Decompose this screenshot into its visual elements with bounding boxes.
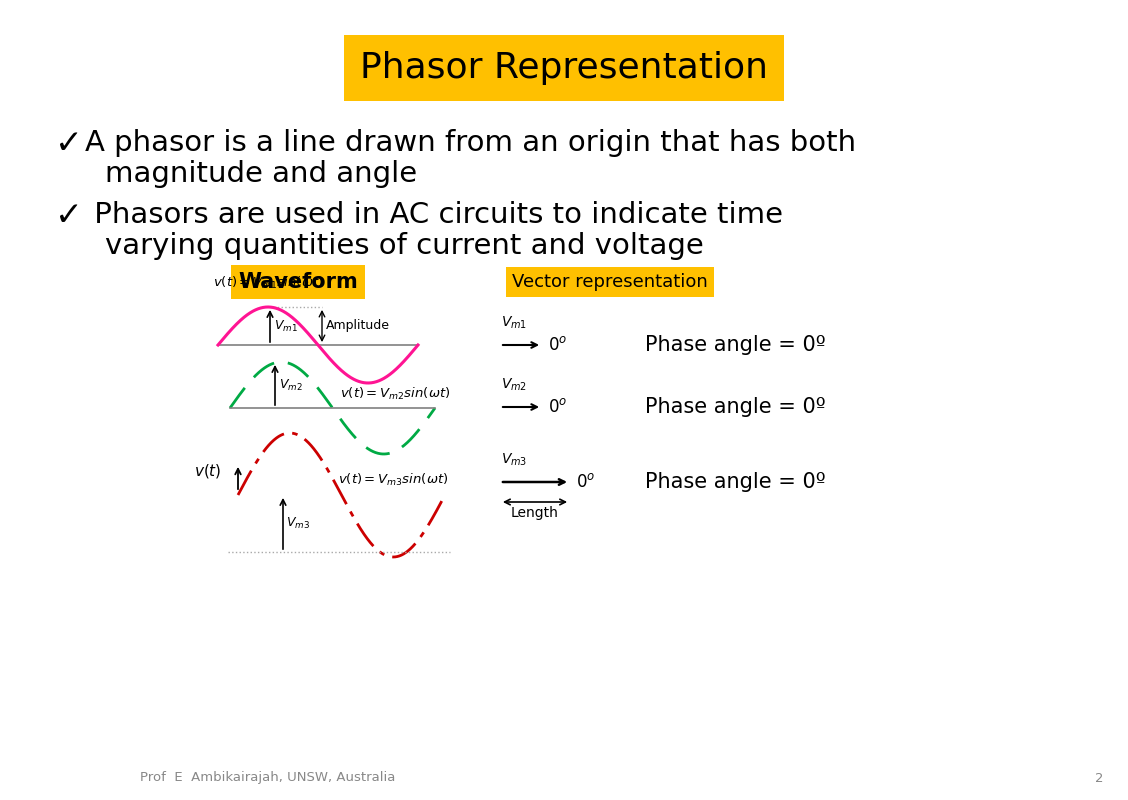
Text: Phase angle = 0º: Phase angle = 0º bbox=[645, 335, 826, 355]
Text: $0^o$: $0^o$ bbox=[548, 336, 567, 354]
Text: $V_{m1}$: $V_{m1}$ bbox=[274, 318, 298, 334]
Text: Phase angle = 0º: Phase angle = 0º bbox=[645, 472, 826, 492]
Text: Phase angle = 0º: Phase angle = 0º bbox=[645, 397, 826, 417]
Text: Waveform: Waveform bbox=[238, 272, 358, 292]
Text: Amplitude: Amplitude bbox=[326, 319, 390, 333]
Text: Phasors are used in AC circuits to indicate time: Phasors are used in AC circuits to indic… bbox=[85, 201, 783, 229]
Text: ✓: ✓ bbox=[55, 198, 83, 231]
Text: $V_{m2}$: $V_{m2}$ bbox=[501, 377, 527, 393]
Text: $0^o$: $0^o$ bbox=[576, 473, 596, 491]
Text: $v(t)=V_{m3}sin(\omega t)$: $v(t)=V_{m3}sin(\omega t)$ bbox=[338, 471, 449, 487]
Text: magnitude and angle: magnitude and angle bbox=[105, 160, 417, 188]
Text: $V_{m3}$: $V_{m3}$ bbox=[287, 516, 310, 531]
Text: Length: Length bbox=[511, 506, 559, 520]
Text: Phasor Representation: Phasor Representation bbox=[360, 51, 768, 85]
Text: Vector representation: Vector representation bbox=[512, 273, 708, 291]
Text: varying quantities of current and voltage: varying quantities of current and voltag… bbox=[105, 232, 704, 260]
Text: $0^o$: $0^o$ bbox=[548, 398, 567, 416]
Text: $V_{m1}$: $V_{m1}$ bbox=[501, 314, 527, 331]
Text: $v(t)=V_{m1}sin(\omega t)$: $v(t)=V_{m1}sin(\omega t)$ bbox=[213, 275, 324, 291]
Text: ✓: ✓ bbox=[55, 126, 83, 159]
Text: A phasor is a line drawn from an origin that has both: A phasor is a line drawn from an origin … bbox=[85, 129, 856, 157]
Text: 2: 2 bbox=[1095, 771, 1103, 785]
Text: $V_{m2}$: $V_{m2}$ bbox=[279, 378, 302, 393]
Text: $v(t)$: $v(t)$ bbox=[194, 462, 222, 480]
Text: Prof  E  Ambikairajah, UNSW, Australia: Prof E Ambikairajah, UNSW, Australia bbox=[140, 771, 396, 785]
Text: $V_{m3}$: $V_{m3}$ bbox=[501, 451, 527, 468]
Text: $v(t)=V_{m2}sin(\omega t)$: $v(t)=V_{m2}sin(\omega t)$ bbox=[340, 386, 450, 402]
